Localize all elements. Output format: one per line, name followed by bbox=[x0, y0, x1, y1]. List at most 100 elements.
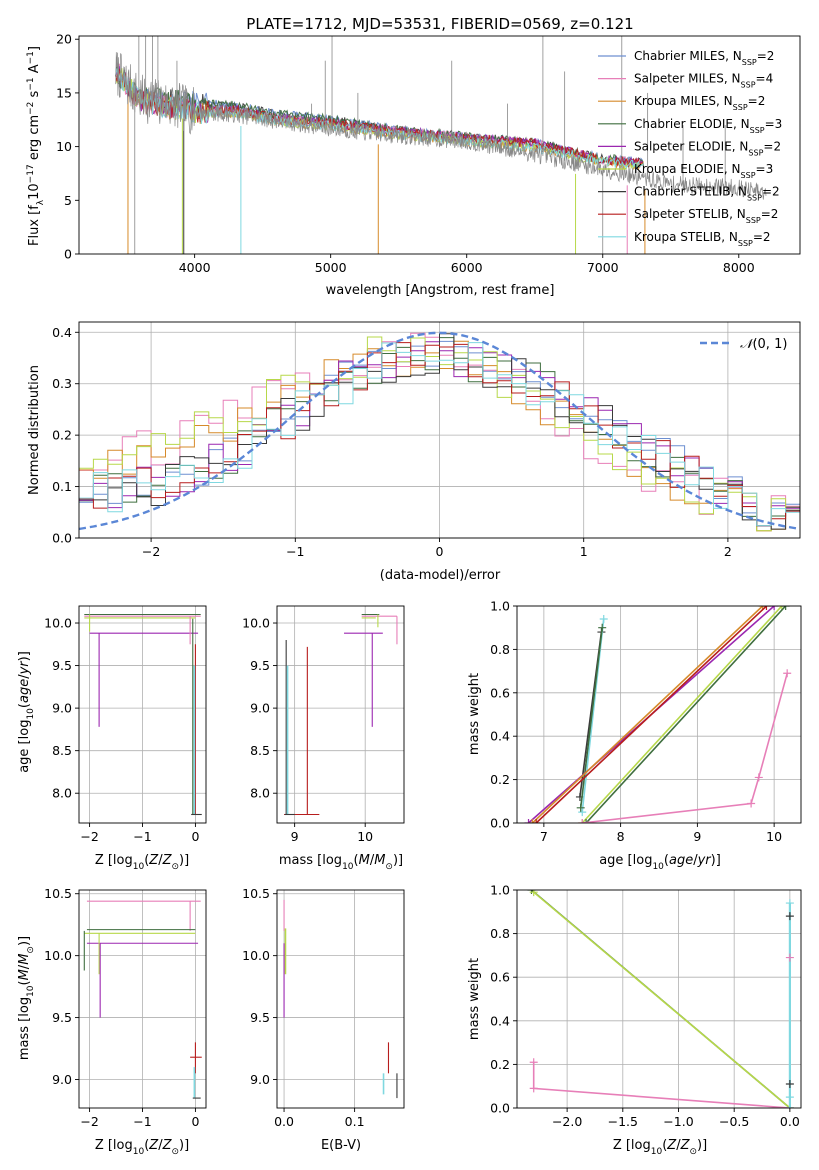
legend-label-name: Chabrier ELODIE, N bbox=[634, 117, 750, 131]
massweight-vs-Z-xlabel: Z [log10(Z/Z⊙)] bbox=[613, 1138, 707, 1157]
legend-label-name: Chabrier STELIB, N bbox=[634, 185, 747, 199]
mass-weight-marker bbox=[599, 615, 608, 624]
legend-label: Kroupa STELIB, NSSP=2 bbox=[634, 230, 771, 248]
y-tick-label: 10.0 bbox=[242, 948, 270, 963]
legend-label-name: Salpeter STELIB, N bbox=[634, 207, 746, 221]
y-tick-label: 0.4 bbox=[490, 1013, 510, 1028]
mass-weight-marker bbox=[578, 819, 587, 823]
legend-label: Salpeter ELODIE, NSSP=2 bbox=[634, 139, 781, 157]
mass-weight-marker bbox=[785, 899, 794, 908]
y-tick-label: 0.2 bbox=[52, 428, 72, 443]
age-vs-Z-plot-area bbox=[79, 606, 206, 823]
panel-clip-group bbox=[527, 890, 794, 1108]
observed-spectrum-line bbox=[115, 52, 767, 200]
legend-label-name: Chabrier MILES, N bbox=[634, 49, 742, 63]
x-tick-label: 8 bbox=[617, 829, 625, 844]
x-tick-label: −1 bbox=[133, 1114, 151, 1129]
legend-label-sub: SSP bbox=[747, 193, 762, 202]
y-tick-label: 0 bbox=[64, 247, 72, 262]
mass-weight-marker bbox=[582, 819, 591, 823]
mass-vs-Z-plot-area bbox=[79, 890, 206, 1108]
residuals-panel: −2 −1 0 1 2 0.0 0.1 0.2 0.3 0.4 (data-model)/erro… bbox=[27, 321, 801, 583]
legend-label-sub: SSP bbox=[742, 58, 757, 67]
legend-label-value: =4 bbox=[756, 72, 774, 86]
x-tick-label: 10 bbox=[357, 829, 373, 844]
legend-label: Kroupa MILES, NSSP=2 bbox=[634, 94, 765, 112]
y-tick-label: 0.6 bbox=[490, 970, 510, 985]
age-vs-Z-ylabel: age [log10(age/yr)] bbox=[17, 651, 36, 773]
y-tick-label: 10.0 bbox=[44, 616, 72, 631]
legend-label-name: Kroupa ELODIE, N bbox=[634, 162, 741, 176]
residual-histogram bbox=[79, 342, 800, 527]
residual-histogram bbox=[79, 342, 800, 527]
age-vs-mass-ticks: 9 10 8.0 8.5 9.0 9.5 10.0 bbox=[242, 616, 373, 844]
mass-weight-marker bbox=[785, 953, 794, 962]
massweight-vs-Z-panel: −2.0 −1.5 −1.0 −0.5 0.0 0.0 0.2 0.4 0.6 0.8 1.0 Z … bbox=[467, 883, 802, 1157]
legend-label-name: Kroupa MILES, N bbox=[634, 94, 733, 108]
y-tick-label: 0.4 bbox=[490, 729, 510, 744]
residuals-xlabel: (data-model)/error bbox=[380, 568, 501, 583]
x-tick-label: −1 bbox=[133, 829, 151, 844]
residuals-clip-group bbox=[79, 331, 800, 532]
x-tick-label: 1 bbox=[580, 544, 588, 559]
x-tick-label: 6000 bbox=[451, 260, 483, 275]
mass-weight-marker bbox=[598, 623, 607, 632]
mass-weight-line bbox=[533, 891, 791, 1108]
mass-weight-marker bbox=[770, 606, 779, 610]
y-tick-label: 9.5 bbox=[250, 658, 270, 673]
legend-label-value: =3 bbox=[765, 117, 783, 131]
x-tick-label: −2 bbox=[80, 829, 98, 844]
panel-clip-group bbox=[284, 613, 398, 816]
x-tick-label: −1 bbox=[286, 544, 304, 559]
x-tick-label: −1.5 bbox=[608, 1114, 638, 1129]
spectrum-plot-area bbox=[115, 36, 767, 254]
panel-clip-group bbox=[524, 606, 792, 823]
x-tick-label: 10 bbox=[766, 829, 782, 844]
x-tick-label: −2 bbox=[142, 544, 160, 559]
mass-vs-Z-ticks: −2 −1 0 9.0 9.5 10.0 10.5 bbox=[44, 886, 199, 1129]
legend-label-sub: SSP bbox=[741, 80, 756, 89]
x-tick-label: 0.1 bbox=[345, 1114, 365, 1129]
x-tick-label: 7 bbox=[540, 829, 548, 844]
residuals-ticks: −2 −1 0 1 2 0.0 0.1 0.2 0.3 0.4 bbox=[52, 325, 732, 559]
x-tick-label: 5000 bbox=[315, 260, 347, 275]
mass-vs-Z-ylabel: mass [log10(M/M⊙)] bbox=[17, 936, 36, 1060]
y-tick-label: 8.5 bbox=[52, 743, 72, 758]
y-tick-label: 9.0 bbox=[52, 701, 72, 716]
y-tick-label: 20 bbox=[56, 32, 72, 47]
mass-weight-line bbox=[535, 606, 768, 823]
massweight-vs-age-ylabel: mass weight bbox=[467, 673, 482, 755]
x-tick-label: 9 bbox=[693, 829, 701, 844]
age-vs-mass-plot-area bbox=[277, 606, 404, 823]
panel-clip-group bbox=[83, 900, 202, 1099]
y-tick-label: 0.6 bbox=[490, 685, 510, 700]
legend-label-sub: SSP bbox=[733, 103, 748, 112]
legend-label: Chabrier MILES, NSSP=2 bbox=[634, 49, 774, 67]
mass-weight-marker bbox=[777, 606, 786, 610]
panel-grid bbox=[517, 889, 801, 1109]
legend-label-value: =2 bbox=[762, 185, 780, 199]
mass-weight-marker bbox=[781, 606, 790, 610]
y-tick-label: 10.5 bbox=[44, 886, 72, 901]
mass-weight-line bbox=[531, 606, 764, 823]
age-vs-Z-xlabel: Z [log10(Z/Z⊙)] bbox=[95, 853, 189, 872]
y-tick-label: 10 bbox=[56, 139, 72, 154]
spectrum-xlabel: wavelength [Angstrom, rest frame] bbox=[326, 283, 555, 298]
mass-vs-EBV-plot-area bbox=[277, 890, 404, 1108]
y-tick-label: 10.0 bbox=[44, 948, 72, 963]
x-tick-label: 7000 bbox=[587, 260, 619, 275]
y-tick-label: 10.0 bbox=[242, 616, 270, 631]
y-tick-label: 8.0 bbox=[52, 786, 72, 801]
legend-label: Chabrier STELIB, NSSP=2 bbox=[634, 185, 780, 203]
massweight-vs-age-xlabel: age [log10(age/yr)] bbox=[599, 853, 721, 872]
y-tick-label: 1.0 bbox=[490, 883, 510, 898]
legend-label-value: =2 bbox=[757, 49, 775, 63]
residual-histogram bbox=[79, 333, 800, 530]
mass-vs-EBV-xlabel: E(B-V) bbox=[321, 1138, 361, 1153]
x-tick-label: 0.0 bbox=[780, 1114, 800, 1129]
x-tick-label: 0.0 bbox=[274, 1114, 294, 1129]
residuals-legend: 𝒩(0, 1) bbox=[700, 337, 787, 352]
chart-title: PLATE=1712, MJD=53531, FIBERID=0569, z=0… bbox=[246, 15, 633, 33]
x-tick-label: 0 bbox=[191, 829, 199, 844]
